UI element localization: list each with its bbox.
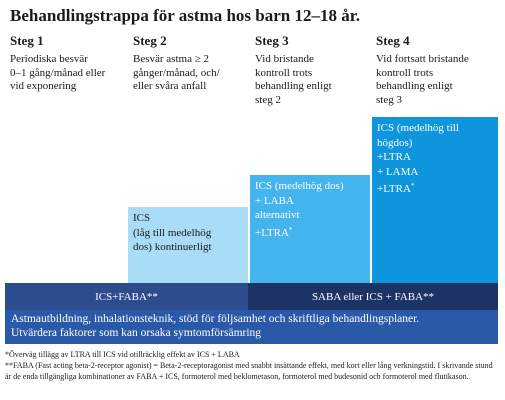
step-3-heading: Steg 3 — [255, 33, 289, 48]
page-title: Behandlingstrappa för astma hos barn 12–… — [10, 6, 360, 25]
step-3-treatment-line: + LABA — [255, 194, 294, 207]
step-3-description-line: behandling enligt — [255, 80, 332, 92]
step-4-treatment-line: ICS (medelhög till — [377, 122, 459, 134]
step-2-description-line: Besvär astma ≥ 2 — [133, 53, 209, 65]
step-3-description-line: Vid bristande — [255, 53, 314, 65]
step-3-treatment-line: +LTRA* — [255, 225, 293, 239]
foundation-text-line: Utvärdera faktorer som kan orsaka symtom… — [11, 326, 262, 339]
step-3-treatment-line: ICS (medelhög dos) — [255, 180, 344, 192]
step-2-treatment-line: (låg till medelhög — [133, 226, 212, 239]
step-4-description-line: behandling enligt — [376, 80, 453, 92]
step-2-description: Besvär astma ≥ 2 gånger/månad, och/ elle… — [133, 53, 251, 94]
step-3-description-line: steg 2 — [255, 93, 281, 106]
step-2-treatment-line: dos) kontinuerligt — [133, 241, 212, 253]
step-4-treatment-line: +LTRA — [377, 151, 411, 163]
step-4-treatment-line: + LAMA — [377, 165, 419, 178]
step-2-description-line: gånger/månad, och/ — [133, 66, 220, 79]
step-4-description-line: steg 3 — [376, 93, 402, 106]
step-3-treatment-box: ICS (medelhög dos) + LABA alternativt +L… — [250, 175, 370, 283]
step-4-treatment-box: ICS (medelhög till högdos) +LTRA + LAMA … — [372, 117, 498, 283]
reliever-band-steps-3-4: SABA eller ICS + FABA** — [248, 283, 498, 310]
step-4-description-line: kontroll trots — [376, 66, 434, 79]
step-2-heading: Steg 2 — [133, 33, 167, 48]
footnote-marker: * — [410, 182, 415, 190]
step-1-description-line: 0–1 gång/månad eller — [10, 66, 106, 79]
step-4-description: Vid fortsatt bristande kontroll trots be… — [376, 53, 502, 107]
step-4-description-line: Vid fortsatt bristande — [376, 53, 469, 65]
footnote-ltra: *Överväg tillägg av LTRA till ICS vid ot… — [5, 350, 240, 359]
step-4-treatment-line: +LTRA* — [377, 182, 415, 195]
step-1-heading: Steg 1 — [10, 33, 44, 48]
step-3-treatment-line: alternativt — [255, 209, 300, 221]
reliever-band-steps-1-2: ICS+FABA** — [5, 283, 248, 310]
foundation-bar: Astmautbildning, inhalationsteknik, stöd… — [5, 310, 498, 344]
step-3-description-line: kontroll trots — [255, 66, 313, 79]
step-1-description: Periodiska besvär 0–1 gång/månad eller v… — [10, 53, 128, 94]
step-4-heading: Steg 4 — [376, 33, 410, 48]
step-3-description: Vid bristande kontroll trots behandling … — [255, 53, 373, 107]
footnote-marker: * — [288, 225, 293, 234]
step-2-treatment-line: ICS — [133, 212, 151, 224]
step-1-description-line: Periodiska besvär — [10, 53, 88, 65]
footnote-faba: **FABA (Fast acting beta-2-receptor agon… — [5, 361, 493, 381]
step-2-description-line: eller svåra anfall — [133, 80, 207, 92]
step-1-description-line: vid exponering — [10, 80, 77, 92]
step-2-treatment-box: ICS (låg till medelhög dos) kontinuerlig… — [128, 207, 248, 283]
foundation-text-line: Astmautbildning, inhalationsteknik, stöd… — [11, 313, 420, 325]
step-4-treatment-line: högdos) — [377, 136, 413, 149]
